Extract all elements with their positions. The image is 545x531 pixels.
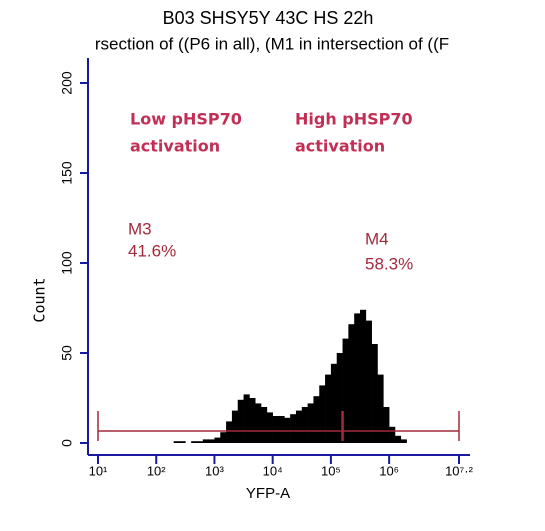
bar bbox=[360, 309, 367, 443]
bar bbox=[354, 313, 361, 443]
bar bbox=[342, 338, 349, 443]
bar bbox=[383, 407, 390, 443]
gate-name: M3 bbox=[128, 219, 152, 238]
annotation: High pHSP70 bbox=[295, 110, 413, 129]
bar bbox=[313, 396, 320, 443]
annotation: activation bbox=[130, 137, 220, 156]
bar bbox=[179, 441, 186, 443]
y-tick-label: 200 bbox=[59, 71, 75, 95]
bar bbox=[272, 416, 279, 443]
bar bbox=[202, 439, 209, 443]
bar bbox=[371, 344, 378, 443]
bar bbox=[389, 426, 396, 443]
bar bbox=[196, 441, 204, 443]
x-tick-label: 10³ bbox=[205, 463, 224, 478]
y-tick-label: 150 bbox=[59, 161, 75, 185]
bar bbox=[325, 374, 332, 443]
bar bbox=[330, 363, 338, 443]
bar bbox=[278, 416, 285, 443]
bar bbox=[301, 407, 308, 443]
x-axis-label: YFP-A bbox=[246, 485, 290, 502]
bar bbox=[226, 421, 233, 443]
bar bbox=[377, 374, 384, 443]
bar bbox=[336, 353, 343, 443]
chart-subtitle: rsection of ((P6 in all), (M1 in interse… bbox=[95, 34, 449, 53]
x-tick-label: 10² bbox=[147, 463, 166, 478]
bar bbox=[191, 441, 198, 443]
gate-percent: 58.3% bbox=[365, 254, 413, 273]
x-tick-label: 10⁵ bbox=[321, 463, 341, 478]
bar bbox=[249, 398, 256, 443]
bar bbox=[237, 399, 244, 443]
annotation: Low pHSP70 bbox=[130, 110, 242, 129]
bar bbox=[214, 437, 221, 443]
gate-name: M4 bbox=[365, 229, 389, 248]
bar bbox=[365, 320, 372, 443]
bar bbox=[255, 403, 262, 443]
x-tick-label: 10⁴ bbox=[263, 463, 283, 478]
gate-percent: 41.6% bbox=[128, 241, 176, 260]
bar bbox=[394, 435, 402, 443]
bar bbox=[243, 394, 250, 443]
chart-title: B03 SHSY5Y 43C HS 22h bbox=[163, 8, 374, 28]
annotation: activation bbox=[295, 137, 385, 156]
y-tick-label: 50 bbox=[59, 345, 75, 361]
y-tick-label: 100 bbox=[59, 251, 75, 275]
bar bbox=[319, 385, 326, 443]
bar bbox=[307, 403, 314, 443]
y-tick-label: 0 bbox=[59, 439, 75, 447]
bar bbox=[261, 407, 268, 443]
x-tick-label: 10⁷·² bbox=[445, 463, 473, 478]
x-tick-label: 10¹ bbox=[89, 463, 108, 478]
bar bbox=[290, 414, 297, 443]
y-axis-label: Count bbox=[31, 277, 49, 322]
bar bbox=[220, 432, 227, 443]
x-tick-label: 10⁶ bbox=[379, 463, 399, 478]
bar bbox=[173, 441, 180, 443]
bar bbox=[348, 324, 355, 443]
bar bbox=[295, 410, 303, 443]
bar bbox=[231, 410, 239, 443]
bar bbox=[208, 439, 215, 443]
bar bbox=[266, 412, 273, 443]
bar bbox=[400, 439, 407, 443]
